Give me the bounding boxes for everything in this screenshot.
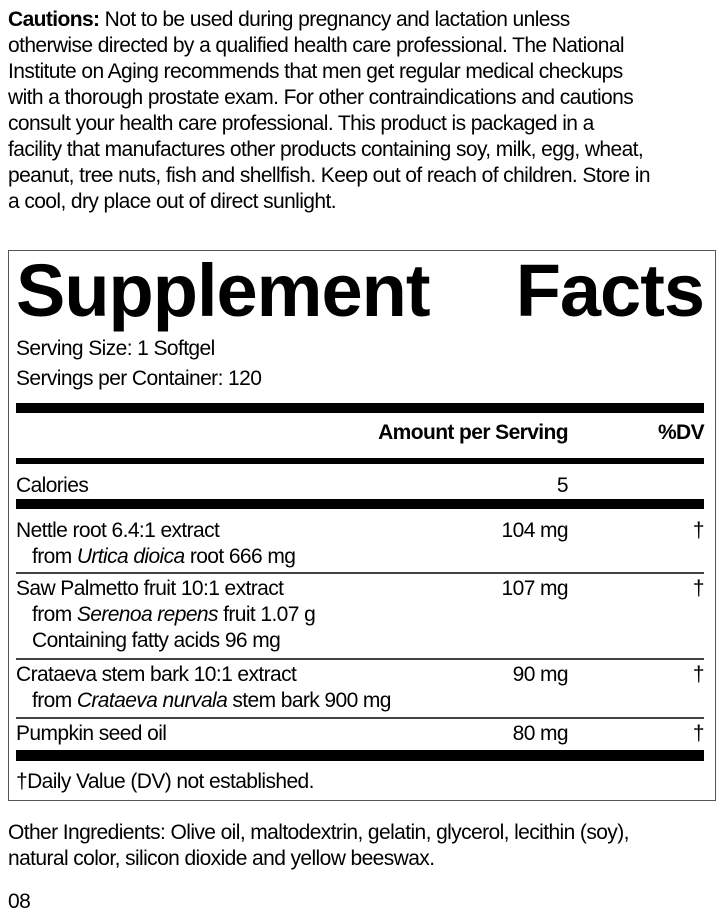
ingredient-dv: † bbox=[692, 663, 705, 686]
divider-thick bbox=[16, 750, 704, 761]
cautions-text: Cautions: Not to be used during pregnanc… bbox=[8, 7, 718, 215]
ingredient-name: Nettle root 6.4:1 extract bbox=[16, 519, 220, 542]
ingredient-name: Crataeva stem bark 10:1 extract bbox=[16, 663, 297, 686]
divider-thick bbox=[16, 403, 704, 413]
source-species: Crataeva nurvala bbox=[76, 689, 228, 712]
ingredient-amount: 107 mg bbox=[501, 577, 569, 600]
supplement-facts-panel: Supplement Facts Serving Size: 1 Softgel… bbox=[8, 250, 716, 801]
cautions-line: with a thorough prostate exam. For other… bbox=[8, 86, 634, 109]
cautions-line: consult your health care professional. T… bbox=[8, 112, 594, 135]
cautions-line: Institute on Aging recommends that men g… bbox=[8, 60, 623, 83]
source-suffix: root 666 mg bbox=[184, 545, 296, 568]
source-prefix: from bbox=[32, 545, 77, 568]
source-suffix: stem bark 900 mg bbox=[227, 689, 391, 712]
ingredient-amount: 104 mg bbox=[501, 519, 569, 542]
other-ingredients-line: natural color, silicon dioxide and yello… bbox=[8, 847, 435, 870]
title-word: Facts bbox=[515, 249, 705, 332]
source-species: Serenoa repens bbox=[76, 603, 219, 626]
ingredient-dv: † bbox=[692, 577, 705, 600]
divider-thin bbox=[16, 658, 704, 660]
ingredient-source: from Crataeva nurvala stem bark 900 mg bbox=[16, 688, 391, 714]
ingredient-dv: † bbox=[692, 519, 705, 542]
ingredient-source: from Serenoa repens fruit 1.07 g bbox=[16, 602, 316, 628]
ingredient-name: Saw Palmetto fruit 10:1 extract bbox=[16, 577, 284, 600]
calories-label: Calories bbox=[16, 474, 89, 497]
label-code: 08 bbox=[8, 890, 31, 913]
ingredient-amount: 90 mg bbox=[512, 663, 569, 686]
cautions-line: a cool, dry place out of direct sunlight… bbox=[8, 190, 337, 213]
footnote: †Daily Value (DV) not established. bbox=[16, 770, 314, 793]
calories-amount: 5 bbox=[556, 474, 569, 497]
ingredient-name: Pumpkin seed oil bbox=[16, 722, 167, 745]
cautions-line: facility that manufactures other product… bbox=[8, 138, 644, 161]
divider-medium bbox=[16, 458, 704, 464]
divider-thin bbox=[16, 572, 704, 574]
cautions-line: otherwise directed by a qualified health… bbox=[8, 34, 625, 57]
cautions-line-text: Not to be used during pregnancy and lact… bbox=[99, 8, 571, 31]
source-prefix: from bbox=[32, 603, 77, 626]
other-ingredients-line: Other Ingredients: Olive oil, maltodextr… bbox=[8, 821, 629, 844]
divider-thin bbox=[16, 717, 704, 719]
source-species: Urtica dioica bbox=[76, 545, 185, 568]
ingredient-detail: Containing fatty acids 96 mg bbox=[32, 629, 281, 652]
source-prefix: from bbox=[32, 689, 77, 712]
cautions-line: Cautions: Not to be used during pregnanc… bbox=[8, 7, 718, 33]
servings-per-container: Servings per Container: 120 bbox=[16, 367, 262, 390]
ingredient-dv: † bbox=[692, 722, 705, 745]
ingredient-amount: 80 mg bbox=[512, 722, 569, 745]
cautions-label: Cautions: bbox=[8, 8, 100, 31]
serving-size: Serving Size: 1 Softgel bbox=[16, 337, 215, 360]
title-word: Supplement bbox=[16, 249, 430, 332]
ingredient-source: from Urtica dioica root 666 mg bbox=[16, 544, 296, 570]
source-suffix: fruit 1.07 g bbox=[217, 603, 316, 626]
panel-title: Supplement Facts bbox=[16, 249, 705, 332]
header-amount: Amount per Serving bbox=[378, 421, 568, 444]
header-dv: %DV bbox=[657, 421, 705, 444]
other-ingredients: Other Ingredients: Olive oil, maltodextr… bbox=[8, 820, 629, 872]
cautions-line: peanut, tree nuts, fish and shellfish. K… bbox=[8, 164, 651, 187]
divider-thick bbox=[16, 499, 704, 509]
